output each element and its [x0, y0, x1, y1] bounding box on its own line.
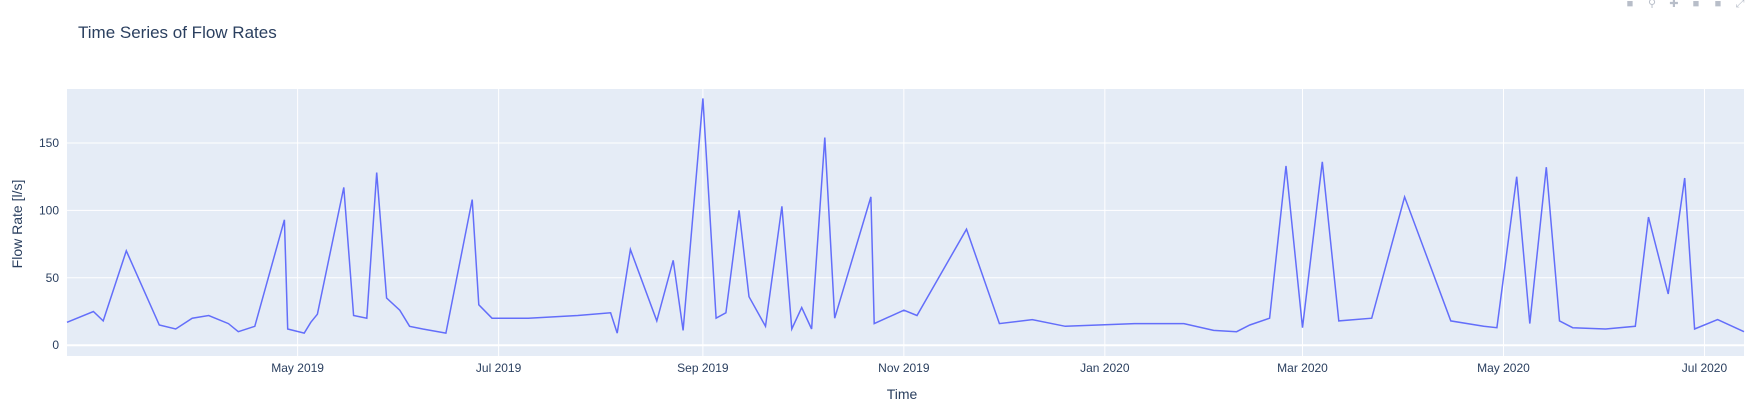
x-tick-label: Nov 2019	[878, 361, 930, 375]
x-axis-title: Time	[887, 386, 918, 402]
x-tick-label: May 2020	[1477, 361, 1530, 375]
y-axis-ticks: 0 50 100 150	[39, 136, 59, 352]
zoom-out-icon[interactable]: ■	[1714, 0, 1722, 8]
x-tick-label: Jul 2019	[476, 361, 522, 375]
x-axis-ticks: May 2019 Jul 2019 Sep 2019 Nov 2019 Jan 2020…	[271, 361, 1727, 375]
x-tick-label: Mar 2020	[1277, 361, 1328, 375]
y-tick-label: 50	[46, 271, 60, 285]
pan-icon[interactable]: ✚	[1669, 0, 1679, 8]
grid-lines	[67, 89, 1744, 356]
y-tick-label: 0	[52, 338, 59, 352]
y-tick-label: 100	[39, 203, 59, 217]
modebar: ■ ⚲ ✚ ■ ■ ⤢	[1623, 0, 1753, 10]
zoom-in-icon[interactable]: ■	[1692, 0, 1700, 8]
plot-background[interactable]	[67, 89, 1744, 356]
x-tick-label: Jan 2020	[1080, 361, 1130, 375]
zoom-icon[interactable]: ⚲	[1647, 0, 1657, 8]
series-line[interactable]	[66, 98, 1745, 334]
chart-title: Time Series of Flow Rates	[78, 23, 277, 42]
autoscale-icon[interactable]: ⤢	[1735, 0, 1745, 8]
y-axis-title: Flow Rate [l/s]	[9, 180, 25, 269]
x-tick-label: May 2019	[271, 361, 324, 375]
y-tick-label: 150	[39, 136, 59, 150]
x-tick-label: Jul 2020	[1682, 361, 1728, 375]
x-tick-label: Sep 2019	[677, 361, 729, 375]
camera-icon[interactable]: ■	[1626, 0, 1634, 8]
